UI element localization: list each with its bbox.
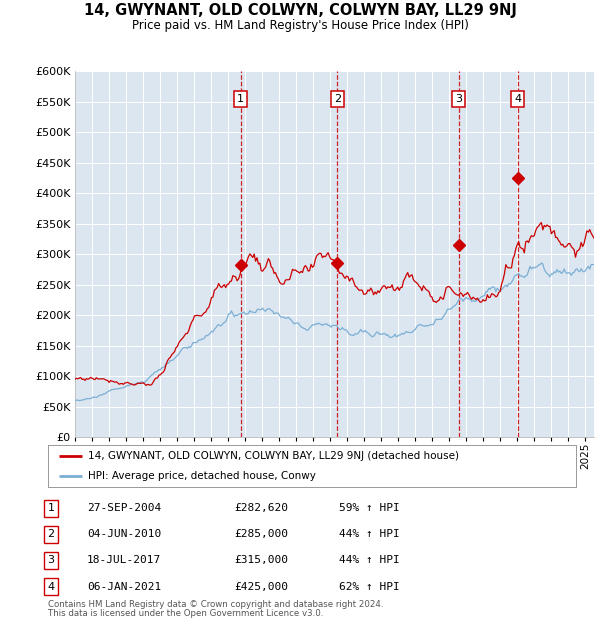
Text: 04-JUN-2010: 04-JUN-2010 — [87, 529, 161, 539]
Text: 2: 2 — [334, 94, 341, 104]
Text: £282,620: £282,620 — [234, 503, 288, 513]
Text: 1: 1 — [47, 503, 55, 513]
Text: 44% ↑ HPI: 44% ↑ HPI — [339, 556, 400, 565]
Text: 4: 4 — [47, 582, 55, 591]
Text: 62% ↑ HPI: 62% ↑ HPI — [339, 582, 400, 591]
Text: 14, GWYNANT, OLD COLWYN, COLWYN BAY, LL29 9NJ (detached house): 14, GWYNANT, OLD COLWYN, COLWYN BAY, LL2… — [88, 451, 458, 461]
Text: 06-JAN-2021: 06-JAN-2021 — [87, 582, 161, 591]
Text: 27-SEP-2004: 27-SEP-2004 — [87, 503, 161, 513]
Text: 3: 3 — [455, 94, 462, 104]
Text: £285,000: £285,000 — [234, 529, 288, 539]
Text: £425,000: £425,000 — [234, 582, 288, 591]
Text: 2: 2 — [47, 529, 55, 539]
Text: 1: 1 — [237, 94, 244, 104]
Text: HPI: Average price, detached house, Conwy: HPI: Average price, detached house, Conw… — [88, 471, 316, 481]
Text: This data is licensed under the Open Government Licence v3.0.: This data is licensed under the Open Gov… — [48, 609, 323, 618]
Text: Price paid vs. HM Land Registry's House Price Index (HPI): Price paid vs. HM Land Registry's House … — [131, 19, 469, 32]
Text: 59% ↑ HPI: 59% ↑ HPI — [339, 503, 400, 513]
Text: 14, GWYNANT, OLD COLWYN, COLWYN BAY, LL29 9NJ: 14, GWYNANT, OLD COLWYN, COLWYN BAY, LL2… — [83, 3, 517, 18]
Text: £315,000: £315,000 — [234, 556, 288, 565]
Text: Contains HM Land Registry data © Crown copyright and database right 2024.: Contains HM Land Registry data © Crown c… — [48, 600, 383, 609]
Text: 4: 4 — [514, 94, 521, 104]
Text: 3: 3 — [47, 556, 55, 565]
Text: 18-JUL-2017: 18-JUL-2017 — [87, 556, 161, 565]
Text: 44% ↑ HPI: 44% ↑ HPI — [339, 529, 400, 539]
